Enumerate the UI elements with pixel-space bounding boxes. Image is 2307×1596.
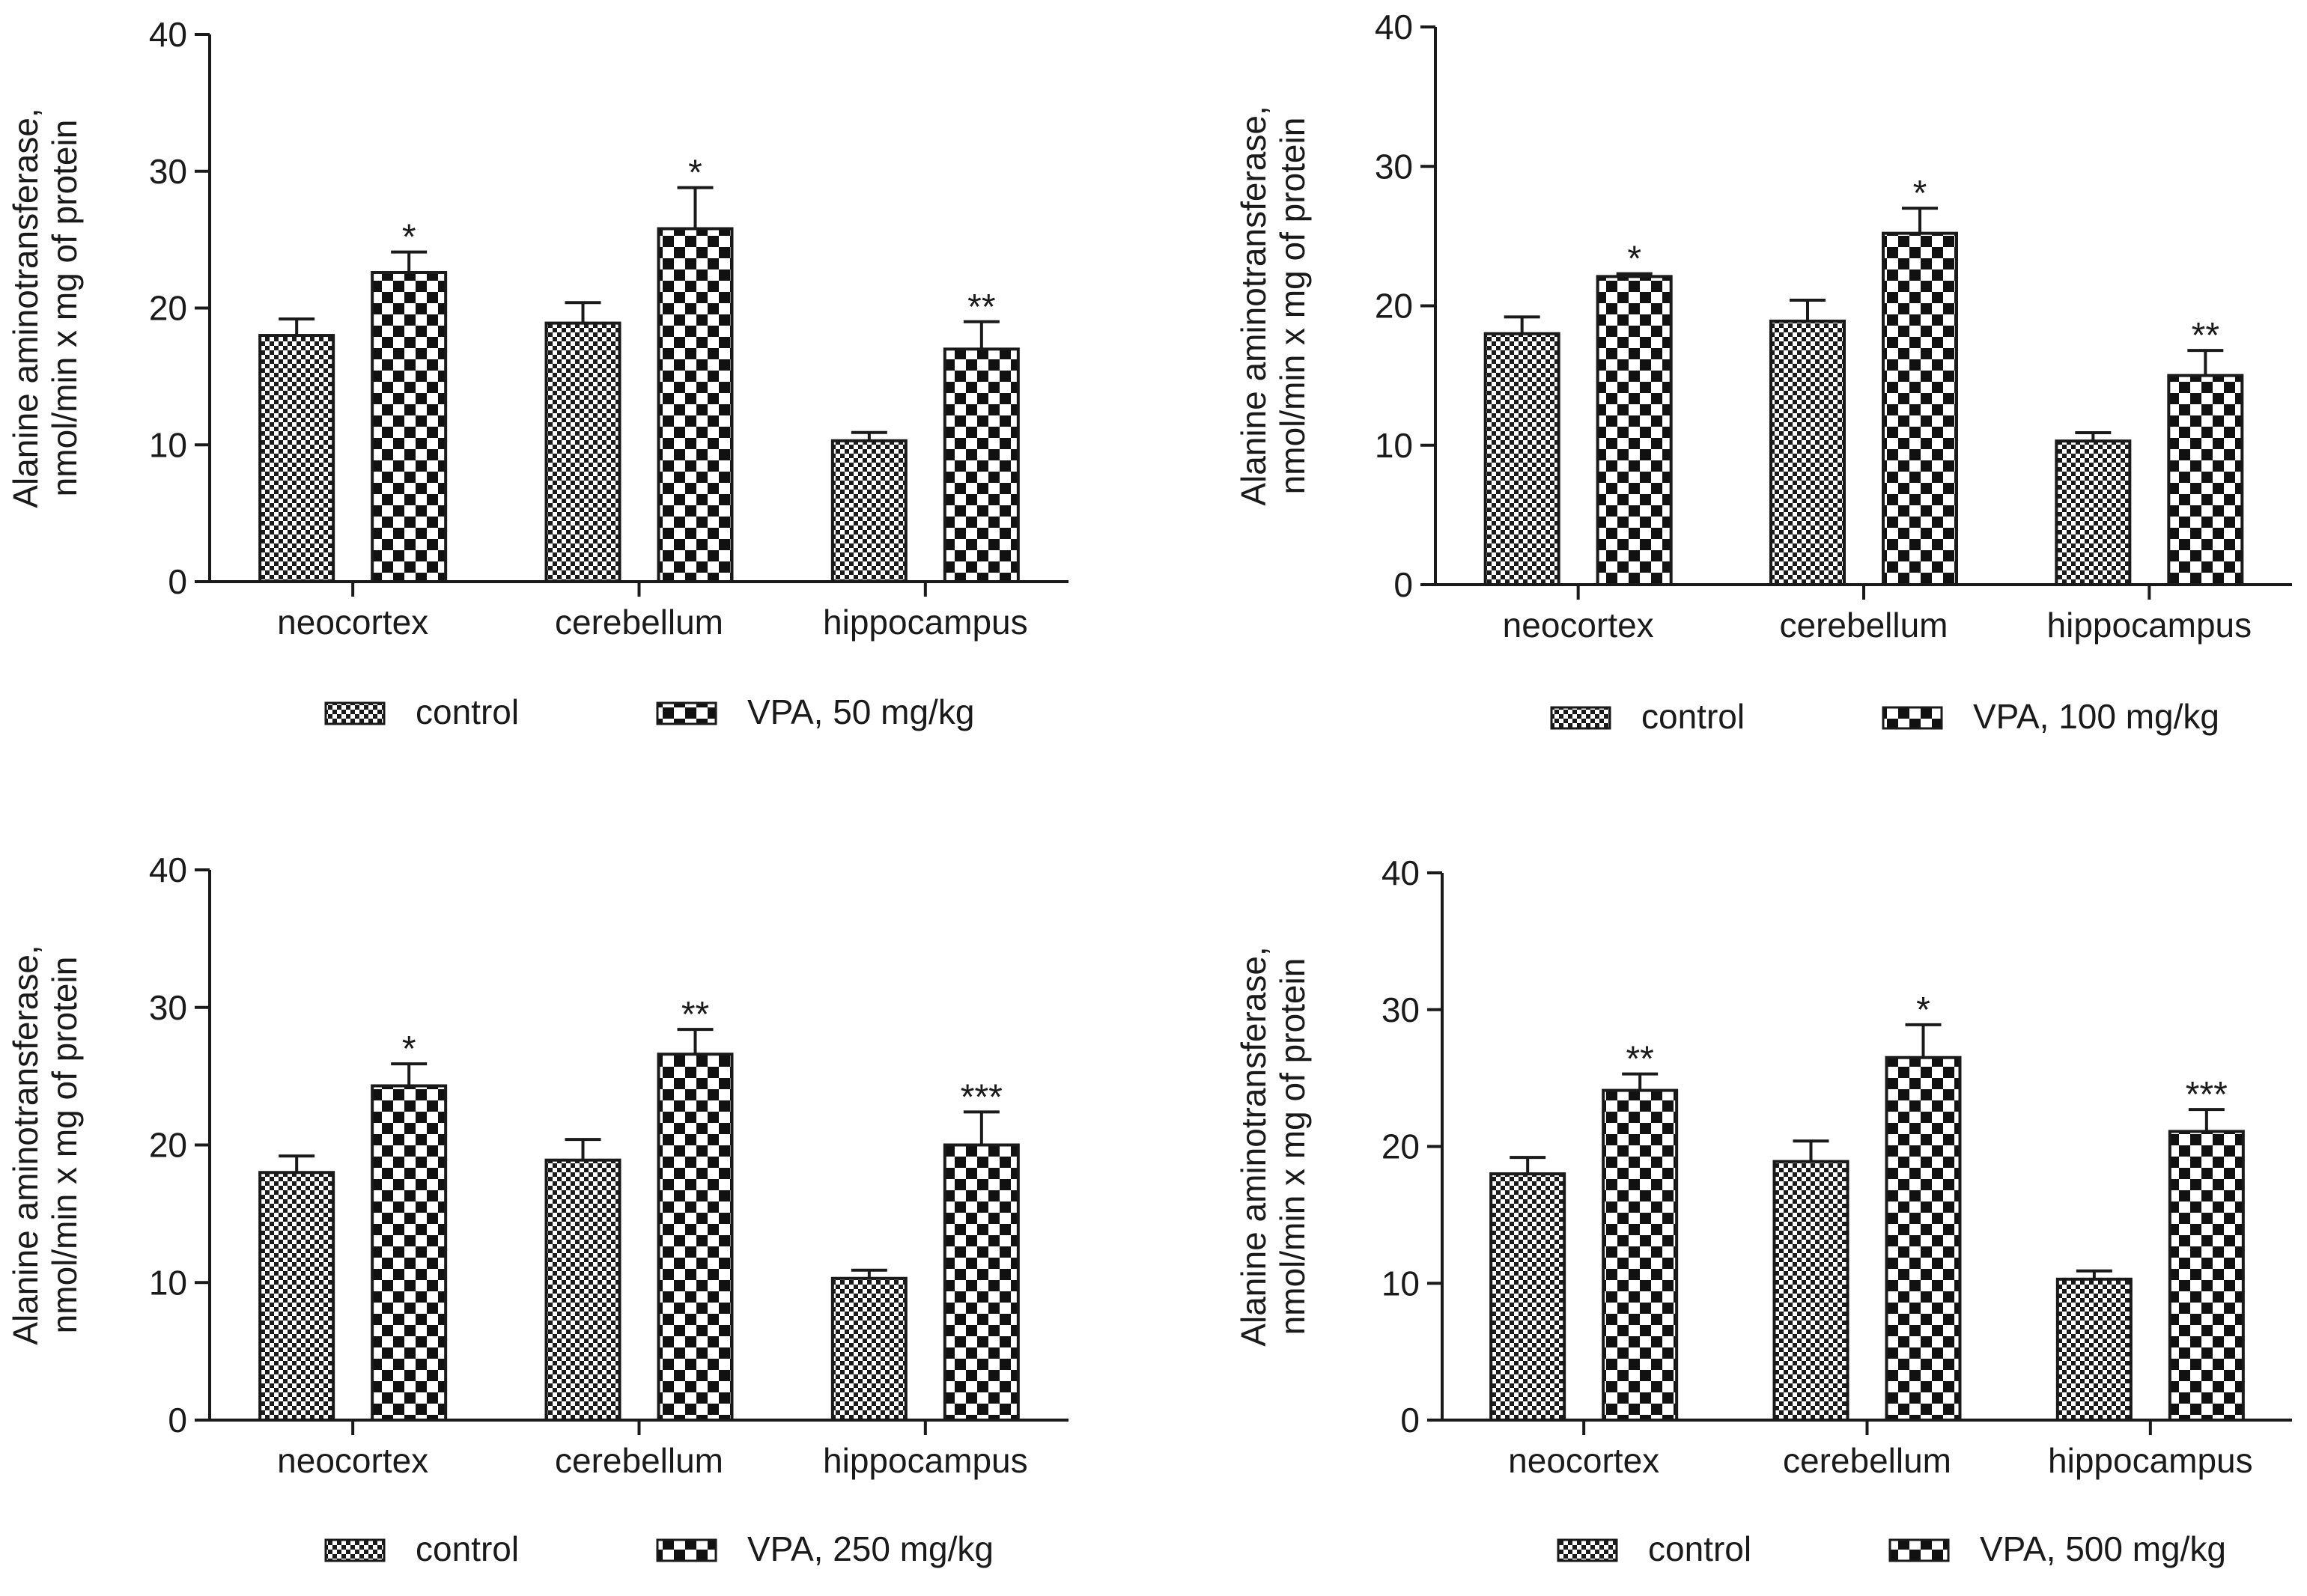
- x-tick-label-hippocampus: hippocampus: [823, 1441, 1028, 1480]
- y-tick-label: 10: [1382, 1264, 1420, 1303]
- significance-marker: **: [2192, 316, 2219, 356]
- y-tick-label: 40: [149, 850, 187, 889]
- y-tick-label: 0: [168, 1401, 187, 1440]
- x-tick-label-neocortex: neocortex: [1503, 606, 1654, 645]
- y-tick-label: 30: [1375, 147, 1413, 186]
- bar-vpa-neocortex: [1602, 1088, 1679, 1422]
- significance-marker: *: [1913, 174, 1927, 213]
- bar-control-cerebellum: [1769, 319, 1846, 586]
- bar-vpa-neocortex: [371, 1084, 448, 1422]
- y-tick-label: 10: [1375, 426, 1413, 465]
- y-axis-label: nmol/min x mg of protein: [1273, 118, 1312, 495]
- legend-label-vpa: VPA, 50 mg/kg: [747, 692, 974, 731]
- x-tick-label-cerebellum: cerebellum: [555, 603, 723, 642]
- significance-marker: **: [967, 287, 995, 327]
- bar-control-neocortex: [1483, 332, 1560, 586]
- y-tick-label: 20: [149, 1126, 187, 1165]
- significance-marker: ***: [961, 1077, 1003, 1117]
- y-tick-label: 30: [1382, 990, 1420, 1029]
- y-tick-label: 0: [168, 562, 187, 601]
- legend-swatch-vpa: [1882, 706, 1943, 730]
- legend-label-vpa: VPA, 250 mg/kg: [747, 1529, 994, 1568]
- bar-control-neocortex: [258, 1171, 335, 1422]
- y-tick-label: 0: [1400, 1401, 1420, 1440]
- x-tick-label-hippocampus: hippocampus: [823, 603, 1028, 642]
- chart-panel-2: 0 10 20 30 40 Alanine aminotransferase, nmol/m…: [1234, 7, 2292, 736]
- significance-marker: **: [681, 995, 709, 1035]
- y-tick-label: 0: [1393, 565, 1413, 604]
- significance-marker: *: [1916, 990, 1930, 1030]
- y-axis-label: nmol/min x mg of protein: [1273, 958, 1312, 1335]
- y-tick-label: 20: [1382, 1127, 1420, 1166]
- y-tick-label: 20: [149, 289, 187, 328]
- y-axis-label: Alanine aminotransferase,: [1234, 106, 1273, 505]
- x-tick-label-cerebellum: cerebellum: [555, 1441, 723, 1480]
- legend-swatch-vpa: [656, 1538, 717, 1562]
- bar-vpa-hippocampus: [2167, 374, 2244, 586]
- legend-swatch-control: [324, 701, 386, 725]
- legend-swatch-control: [1550, 706, 1611, 730]
- bar-vpa-neocortex: [1596, 275, 1673, 586]
- y-axis-label: Alanine aminotransferase,: [1234, 946, 1273, 1346]
- y-tick-label: 30: [149, 152, 187, 191]
- legend-swatch-vpa: [1888, 1538, 1950, 1562]
- legend-label-control: control: [1641, 697, 1745, 736]
- y-axis-label: nmol/min x mg of protein: [45, 957, 84, 1334]
- legend-label-control: control: [416, 692, 519, 731]
- bar-vpa-hippocampus: [943, 347, 1020, 583]
- significance-marker: **: [1626, 1040, 1653, 1079]
- bar-vpa-cerebellum: [657, 1053, 734, 1422]
- chart-panel-1: 0 10 20 30 40 Alanine aminotransferase, nmol/m…: [6, 15, 1069, 731]
- bar-control-hippocampus: [830, 1276, 908, 1422]
- x-tick-label-cerebellum: cerebellum: [1780, 606, 1948, 645]
- significance-marker: ***: [2186, 1075, 2228, 1115]
- bar-vpa-cerebellum: [657, 227, 734, 583]
- bar-control-cerebellum: [544, 1158, 621, 1422]
- bar-control-neocortex: [258, 334, 335, 583]
- y-axis-label: Alanine aminotransferase,: [6, 108, 45, 508]
- bar-vpa-neocortex: [371, 270, 448, 583]
- chart-panel-4: 0 10 20 30 40 Alanine aminotransferase, nmol/m…: [1234, 853, 2292, 1568]
- y-axis-label: nmol/min x mg of protein: [45, 120, 84, 497]
- y-tick-label: 40: [1382, 853, 1420, 892]
- bar-control-hippocampus: [830, 439, 908, 584]
- legend-label-control: control: [416, 1529, 519, 1568]
- x-tick-label-neocortex: neocortex: [1508, 1441, 1659, 1480]
- chart-panel-3: 0 10 20 30 40 Alanine aminotransferase, nmol/m…: [6, 850, 1069, 1568]
- x-tick-label-hippocampus: hippocampus: [2047, 606, 2252, 645]
- y-tick-label: 30: [149, 988, 187, 1027]
- legend-swatch-control: [1557, 1538, 1618, 1562]
- y-axis-label: Alanine aminotransferase,: [6, 945, 45, 1344]
- legend-label-vpa: VPA, 500 mg/kg: [1980, 1529, 2226, 1568]
- x-tick-label-neocortex: neocortex: [277, 603, 428, 642]
- significance-marker: *: [688, 153, 702, 193]
- bar-vpa-hippocampus: [943, 1143, 1020, 1422]
- bar-vpa-cerebellum: [1882, 231, 1958, 586]
- bar-vpa-cerebellum: [1885, 1056, 1962, 1422]
- x-tick-label-cerebellum: cerebellum: [1783, 1441, 1951, 1480]
- legend-label-control: control: [1648, 1529, 1751, 1568]
- y-tick-label: 10: [149, 425, 187, 464]
- bar-vpa-hippocampus: [2168, 1130, 2245, 1422]
- legend-label-vpa: VPA, 100 mg/kg: [1973, 697, 2219, 736]
- significance-marker: *: [1627, 240, 1641, 279]
- x-tick-label-neocortex: neocortex: [277, 1441, 428, 1480]
- significance-marker: *: [402, 1029, 416, 1069]
- legend-swatch-control: [324, 1538, 386, 1562]
- bar-control-hippocampus: [2055, 1277, 2133, 1422]
- bar-control-neocortex: [1489, 1172, 1566, 1422]
- y-tick-label: 20: [1375, 287, 1413, 326]
- significance-marker: *: [402, 218, 416, 258]
- y-tick-label: 40: [1375, 7, 1413, 46]
- x-tick-label-hippocampus: hippocampus: [2048, 1441, 2253, 1480]
- bar-control-cerebellum: [544, 321, 621, 583]
- legend-swatch-vpa: [656, 701, 717, 725]
- bar-control-cerebellum: [1772, 1160, 1849, 1422]
- y-tick-label: 40: [149, 15, 187, 54]
- bar-control-hippocampus: [2055, 439, 2132, 586]
- y-tick-label: 10: [149, 1263, 187, 1302]
